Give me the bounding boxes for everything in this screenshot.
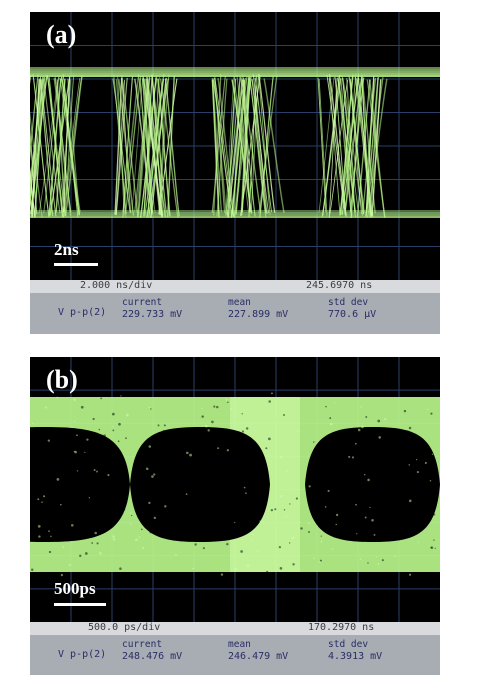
position-a: 245.6970 ns (306, 280, 373, 291)
current-value-a: 229.733 mV (122, 309, 183, 320)
current-value-b: 248.476 mV (122, 651, 183, 662)
std-header-a: std dev (328, 297, 369, 308)
panel-label-a: (a) (46, 20, 77, 49)
measurement-panel-b: V p-p(2) current 248.476 mV mean 246.479… (30, 635, 440, 675)
mean-header-b: mean (228, 639, 251, 650)
status-bar-b: 500.0 ps/div 170.2970 ns (30, 622, 440, 635)
mean-value-b: 246.479 mV (228, 651, 289, 662)
std-value-b: 4.3913 mV (328, 651, 383, 662)
measurement-name-b: V p-p(2) (58, 649, 107, 660)
timebase-b: 500.0 ps/div (88, 622, 161, 633)
oscilloscope-screen-b: (b) 500ps (30, 357, 440, 622)
panel-a: (a) 2ns 2.000 ns/div 245.6970 ns V p-p(2… (30, 12, 440, 334)
measurement-name-a: V p-p(2) (58, 307, 107, 318)
mean-header-a: mean (228, 297, 251, 308)
position-b: 170.2970 ns (308, 622, 375, 633)
scale-bar-b (54, 603, 106, 606)
measurement-panel-a: V p-p(2) current 229.733 mV mean 227.899… (30, 293, 440, 334)
current-header-b: current (122, 639, 163, 650)
oscilloscope-screen-a: (a) 2ns (30, 12, 440, 280)
eye-diagram-b (30, 357, 440, 622)
scale-label-a: 2ns (54, 240, 79, 259)
current-header-a: current (122, 297, 163, 308)
timebase-a: 2.000 ns/div (80, 280, 153, 291)
panel-b: (b) 500ps 500.0 ps/div 170.2970 ns V p-p… (30, 357, 440, 675)
panel-label-b: (b) (46, 365, 78, 394)
std-value-a: 770.6 µV (328, 309, 377, 320)
std-header-b: std dev (328, 639, 369, 650)
eye-diagram-a (30, 12, 440, 280)
scale-bar-a (54, 263, 98, 266)
mean-value-a: 227.899 mV (228, 309, 289, 320)
scale-label-b: 500ps (54, 579, 96, 598)
eye-trace-a (30, 67, 440, 218)
status-bar-a: 2.000 ns/div 245.6970 ns (30, 280, 440, 293)
eye-trace-b (30, 392, 440, 577)
